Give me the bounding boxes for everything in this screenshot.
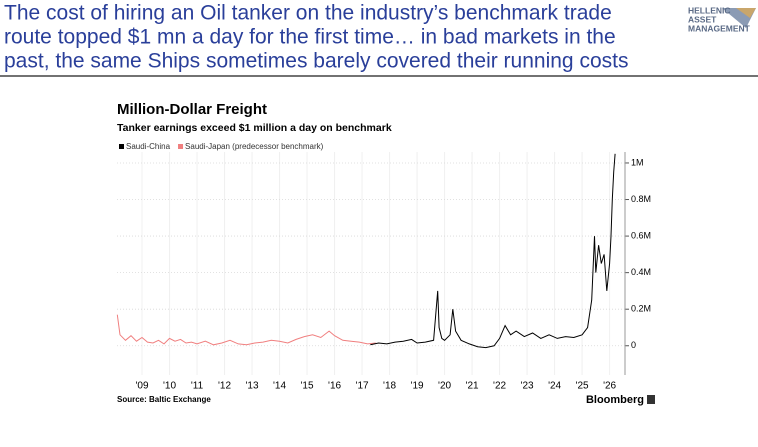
x-tick-label: '18 (383, 381, 396, 392)
slide-title: past, the same Ships sometimes barely co… (4, 50, 628, 73)
logo-text: HELLENIC (688, 5, 731, 15)
series-line (116, 314, 376, 346)
x-tick-label: '10 (163, 381, 176, 392)
x-tick-label: '25 (576, 381, 589, 392)
x-tick-label: '17 (356, 381, 369, 392)
x-tick-label: '15 (301, 381, 314, 392)
logo-mark (736, 8, 756, 18)
source: Source: Baltic Exchange (117, 395, 211, 404)
x-tick-label: '12 (218, 381, 231, 392)
y-tick-label: 0.4M (631, 267, 651, 277)
series-line (370, 153, 616, 349)
legend: Saudi-China Saudi-Japan (predecessor benc… (119, 142, 324, 151)
y-tick-label: 0.2M (631, 304, 651, 314)
logo-text: MANAGEMENT (688, 23, 751, 33)
x-tick-label: '23 (521, 381, 534, 392)
slide-title: The cost of hiring an Oil tanker on the … (4, 2, 612, 25)
chart-title: Million-Dollar Freight (117, 101, 267, 118)
y-tick-label: 0.6M (631, 230, 651, 240)
y-tick-label: 0 (631, 340, 636, 350)
legend-swatch (178, 144, 184, 149)
x-tick-label: '16 (328, 381, 341, 392)
x-tick-label: '19 (411, 381, 424, 392)
legend-label: Saudi-Japan (predecessor benchmark) (185, 142, 324, 151)
legend-swatch (119, 144, 124, 149)
legend-label: Saudi-China (126, 142, 171, 151)
x-tick-label: '13 (246, 381, 259, 392)
brand: Bloomberg (586, 394, 644, 406)
x-tick-label: '24 (548, 381, 561, 392)
logo-text: ASSET (688, 14, 717, 24)
y-tick-label: 1M (631, 157, 644, 167)
x-tick-label: '11 (191, 381, 204, 392)
x-tick-label: '14 (273, 381, 286, 392)
x-tick-label: '09 (136, 381, 149, 392)
y-tick-label: 0.8M (631, 194, 651, 204)
x-tick-label: '20 (438, 381, 451, 392)
x-tick-label: '26 (603, 381, 616, 392)
x-tick-label: '22 (493, 381, 506, 392)
chart-subtitle: Tanker earnings exceed $1 million a day … (117, 122, 392, 134)
slide-title: route topped $1 mn a day for the first t… (4, 26, 616, 49)
x-tick-label: '21 (466, 381, 479, 392)
brand-icon (647, 395, 655, 404)
